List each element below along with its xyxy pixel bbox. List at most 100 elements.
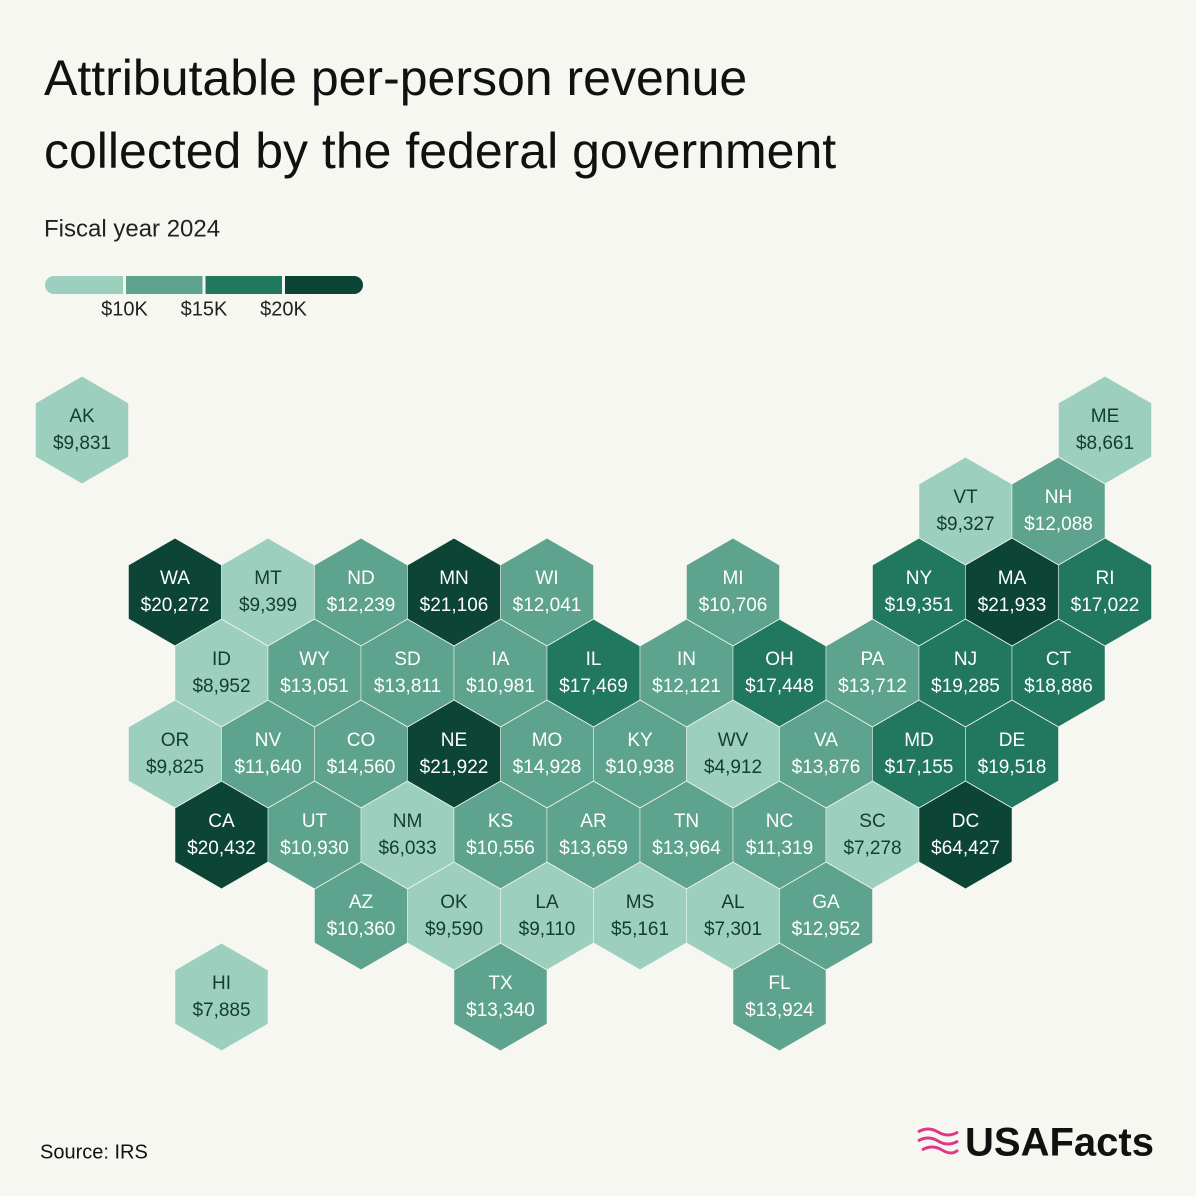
state-value-label: $20,272 xyxy=(141,595,210,616)
state-label: DC xyxy=(952,811,979,832)
state-label: AK xyxy=(69,406,95,427)
state-hex xyxy=(686,538,780,646)
state-value-label: $21,922 xyxy=(420,757,489,778)
state-value-label: $4,912 xyxy=(704,757,762,778)
legend-swatch xyxy=(204,276,284,294)
legend xyxy=(45,276,363,294)
state-label: OK xyxy=(440,892,468,913)
state-value-label: $11,319 xyxy=(746,838,813,859)
state-hex xyxy=(174,943,269,1051)
legend-swatch xyxy=(124,276,204,294)
legend-tick-label: $20K xyxy=(260,298,307,320)
state-label: IL xyxy=(586,649,602,670)
state-label: MN xyxy=(439,568,469,589)
state-value-label: $10,360 xyxy=(327,919,396,940)
state-label: NC xyxy=(766,811,793,832)
legend-tick-label: $10K xyxy=(101,298,148,320)
legend-swatch xyxy=(45,276,125,294)
state-label: WI xyxy=(535,568,558,589)
state-label: SC xyxy=(859,811,885,832)
state-hex xyxy=(500,538,594,646)
state-label: WA xyxy=(160,568,190,589)
state-value-label: $13,051 xyxy=(280,676,349,697)
state-label: OR xyxy=(161,730,190,751)
state-value-label: $9,825 xyxy=(146,757,204,778)
state-label: GA xyxy=(812,892,840,913)
state-label: CA xyxy=(208,811,235,832)
state-label: MA xyxy=(998,568,1027,589)
state-label: AZ xyxy=(349,892,374,913)
state-value-label: $10,981 xyxy=(466,676,535,697)
state-value-label: $17,022 xyxy=(1071,595,1140,616)
state-value-label: $17,469 xyxy=(559,676,628,697)
chart-title: Attributable per-person revenue xyxy=(44,50,747,106)
state-label: RI xyxy=(1096,568,1115,589)
state-label: NH xyxy=(1045,487,1072,508)
state-value-label: $5,161 xyxy=(611,919,669,940)
state-label: FL xyxy=(768,973,790,994)
state-value-label: $9,110 xyxy=(519,919,576,940)
state-value-label: $13,811 xyxy=(374,676,441,697)
state-value-label: $9,590 xyxy=(425,919,483,940)
state-label: NV xyxy=(255,730,282,751)
state-label: KS xyxy=(488,811,513,832)
state-value-label: $18,886 xyxy=(1024,676,1093,697)
state-value-label: $13,924 xyxy=(745,1000,814,1021)
state-value-label: $8,661 xyxy=(1076,433,1134,454)
state-label: NY xyxy=(906,568,933,589)
state-label: IA xyxy=(492,649,510,670)
state-hex xyxy=(35,376,129,484)
state-label: TN xyxy=(674,811,699,832)
state-label: CO xyxy=(347,730,376,751)
state-value-label: $12,239 xyxy=(327,595,396,616)
state-value-label: $17,448 xyxy=(745,676,814,697)
state-label: PA xyxy=(861,649,885,670)
state-value-label: $12,088 xyxy=(1024,514,1093,535)
state-label: LA xyxy=(535,892,559,913)
state-hex xyxy=(732,943,827,1051)
state-value-label: $10,706 xyxy=(699,595,768,616)
state-value-label: $10,556 xyxy=(466,838,535,859)
chart-title: collected by the federal government xyxy=(44,123,836,179)
state-label: SD xyxy=(394,649,420,670)
state-label: MT xyxy=(254,568,282,589)
source: Source: IRS xyxy=(40,1141,148,1163)
state-label: KY xyxy=(627,730,653,751)
state-value-label: $13,659 xyxy=(559,838,628,859)
state-value-label: $10,938 xyxy=(606,757,675,778)
state-label: DE xyxy=(999,730,1025,751)
state-label: AR xyxy=(580,811,606,832)
state-value-label: $8,952 xyxy=(192,676,250,697)
state-value-label: $9,831 xyxy=(53,433,111,454)
state-value-label: $6,033 xyxy=(378,838,436,859)
state-value-label: $19,351 xyxy=(885,595,954,616)
state-value-label: $11,640 xyxy=(234,757,301,778)
state-label: VA xyxy=(814,730,838,751)
state-value-label: $17,155 xyxy=(885,757,954,778)
state-label: MS xyxy=(626,892,655,913)
state-value-label: $21,933 xyxy=(978,595,1047,616)
state-label: NE xyxy=(441,730,467,751)
state-value-label: $12,041 xyxy=(513,595,582,616)
state-hex xyxy=(965,700,1059,808)
state-label: NJ xyxy=(954,649,977,670)
state-label: HI xyxy=(212,973,231,994)
state-value-label: $13,964 xyxy=(652,838,721,859)
state-value-label: $13,876 xyxy=(792,757,861,778)
state-label: IN xyxy=(677,649,696,670)
state-hex xyxy=(1011,457,1106,565)
state-label: WY xyxy=(299,649,330,670)
state-hex xyxy=(1058,376,1152,484)
state-value-label: $19,518 xyxy=(978,757,1047,778)
state-label: UT xyxy=(302,811,328,832)
state-value-label: $7,278 xyxy=(843,838,901,859)
state-label: ME xyxy=(1091,406,1120,427)
state-value-label: $7,301 xyxy=(704,919,762,940)
subtitle: Fiscal year 2024 xyxy=(44,215,220,242)
state-value-label: $7,885 xyxy=(192,1000,250,1021)
state-label: MD xyxy=(904,730,934,751)
state-label: NM xyxy=(393,811,423,832)
state-value-label: $19,285 xyxy=(931,676,1000,697)
state-hex xyxy=(453,943,548,1051)
state-value-label: $10,930 xyxy=(280,838,349,859)
